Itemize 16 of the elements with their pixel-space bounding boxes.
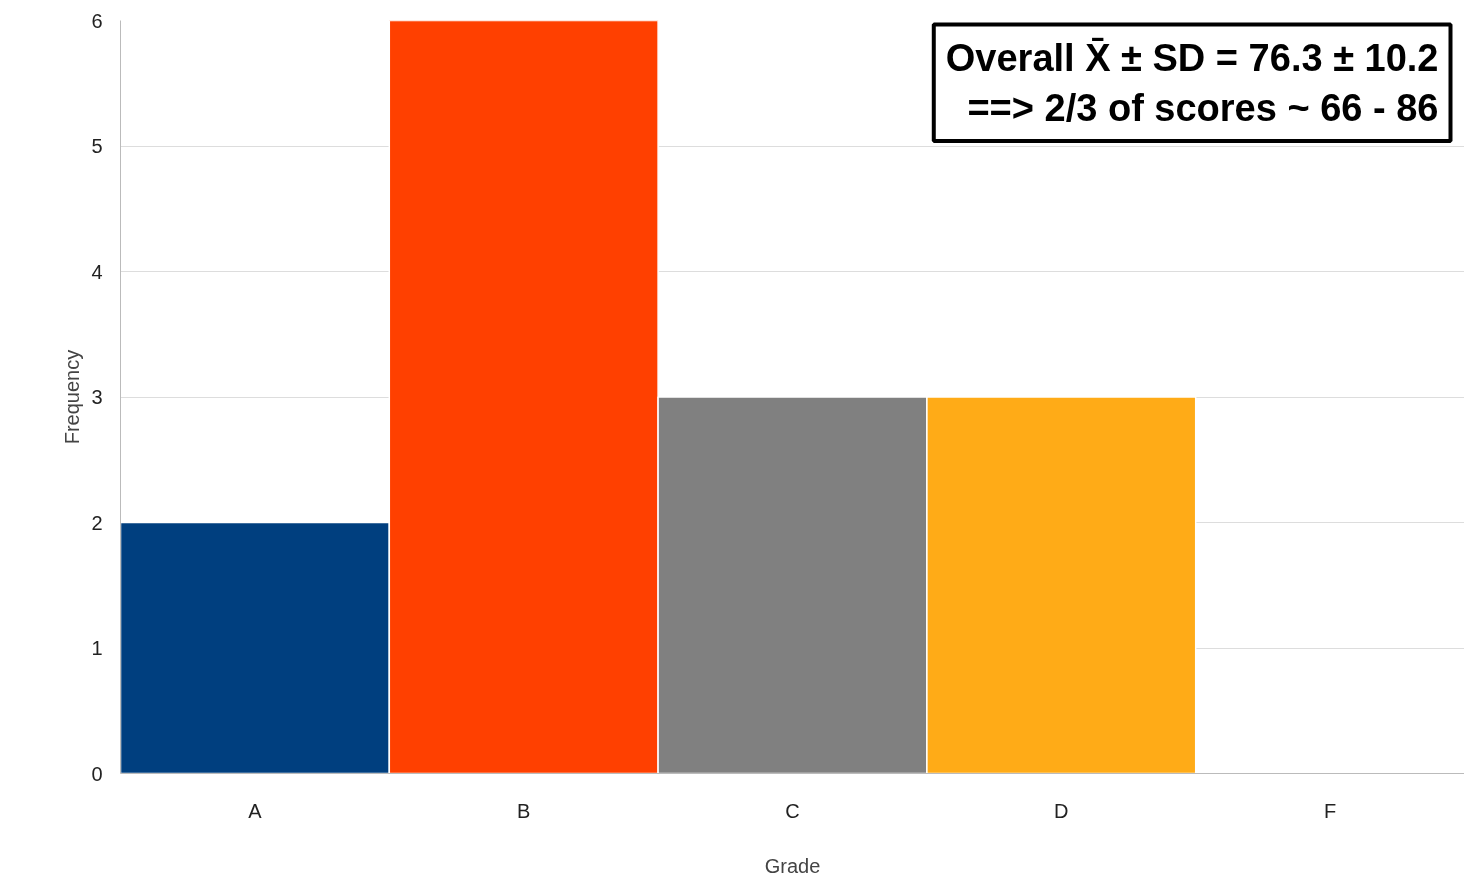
x-tick-label: C — [785, 799, 800, 822]
y-tick-label: 2 — [91, 511, 103, 534]
x-axis-title: Grade — [764, 854, 821, 877]
x-tick-label: F — [1323, 799, 1337, 822]
y-tick-label: 6 — [91, 9, 103, 32]
y-tick-label: 0 — [91, 762, 103, 785]
x-tick-label: A — [248, 799, 263, 822]
y-tick-label: 5 — [91, 135, 103, 157]
y-tick-label: 3 — [91, 386, 103, 408]
annotation: Overall X̄ ± SD = 76.3 ± 10.2 — [945, 36, 1439, 79]
x-tick-label: D — [1054, 799, 1069, 822]
y-axis-title: Frequency — [61, 349, 84, 445]
y-tick-label: 1 — [91, 637, 103, 659]
x-tick-label: B — [517, 799, 531, 822]
y-tick-label: 4 — [91, 260, 103, 283]
annotation: ==> 2/3 of scores ~ 66 - 86 — [967, 86, 1439, 129]
